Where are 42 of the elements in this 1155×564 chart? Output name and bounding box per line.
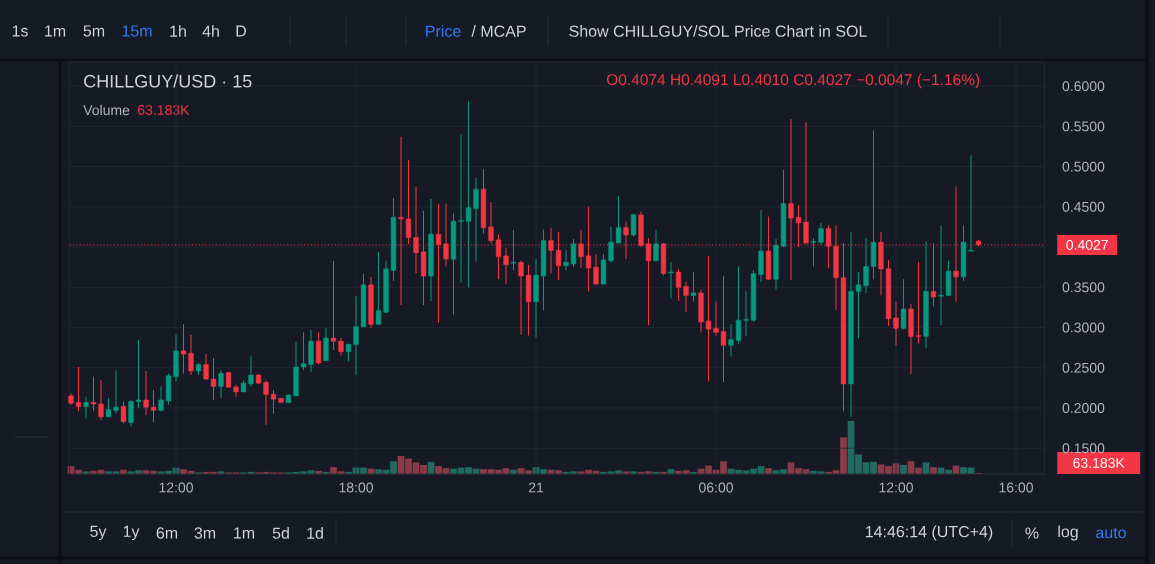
text: Price xyxy=(426,25,461,37)
text: 5m xyxy=(83,25,105,37)
x-tick-label: 12:00 xyxy=(159,482,193,493)
y-tick-label: 0.5500 xyxy=(1062,121,1105,132)
text: log xyxy=(1058,525,1078,541)
text: 14:46:14 (UTC+4) xyxy=(865,525,993,541)
x-tick-label: 06:00 xyxy=(699,482,733,493)
text: 1y xyxy=(123,525,140,541)
text: 1d xyxy=(307,527,323,539)
text: 3m xyxy=(194,527,216,539)
text: 5y xyxy=(90,525,107,541)
text: D xyxy=(236,25,247,37)
text: 6m xyxy=(156,527,178,539)
y-tick-label: 0.2000 xyxy=(1062,403,1105,413)
ref-line-label: 0.4027 xyxy=(1066,239,1108,250)
text: 15m xyxy=(122,25,152,37)
text: 1h xyxy=(170,25,186,37)
x-tick-label: 16:00 xyxy=(999,482,1033,493)
text: 5d xyxy=(272,527,289,539)
x-tick-label: 21 xyxy=(528,482,544,493)
chart-subtitle: 63.183K xyxy=(138,105,190,115)
text: % xyxy=(1025,527,1039,539)
text: 63.183K xyxy=(1073,458,1125,468)
y-tick-label: 0.3500 xyxy=(1062,282,1105,293)
y-tick-label: 0.5000 xyxy=(1062,161,1105,172)
y-tick-label: 0.3000 xyxy=(1062,322,1105,333)
x-tick-label: 12:00 xyxy=(879,482,913,493)
y-tick-label: 0.6000 xyxy=(1062,81,1105,92)
text: 4h xyxy=(202,25,219,37)
chart-title: Volume xyxy=(83,104,130,116)
text: 1m xyxy=(234,527,255,539)
y-tick-label: 0.1500 xyxy=(1062,443,1105,454)
text: O0.4074 H0.4091 L0.4010 C0.4027 −0.0047 (−1.16%) xyxy=(606,73,980,89)
y-tick-label: 0.4500 xyxy=(1062,201,1105,212)
text: auto xyxy=(1096,527,1126,539)
text: 1m xyxy=(45,25,66,37)
x-tick-label: 18:00 xyxy=(339,482,373,493)
y-tick-label: 0.2500 xyxy=(1062,362,1105,373)
text: 1s xyxy=(12,25,28,37)
text: Show CHILLGUY/SOL Price Chart in SOL xyxy=(569,25,867,37)
text: CHILLGUY/USD · 15 xyxy=(84,74,252,88)
text: / MCAP xyxy=(471,25,526,37)
